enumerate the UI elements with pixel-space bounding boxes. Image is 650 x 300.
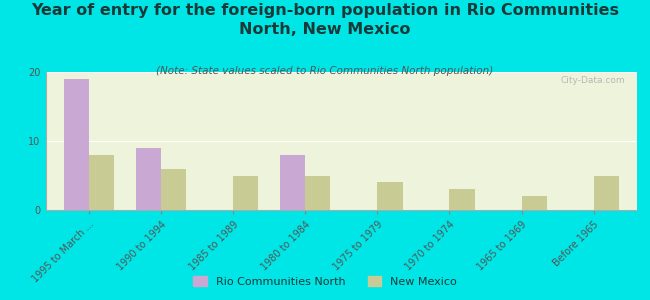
- Bar: [136, 148, 161, 210]
- Bar: [280, 155, 305, 210]
- Bar: [64, 79, 89, 210]
- Bar: [521, 196, 547, 210]
- Bar: [377, 182, 402, 210]
- Bar: [233, 176, 258, 210]
- Bar: [89, 155, 114, 210]
- Bar: [306, 176, 330, 210]
- Bar: [593, 176, 619, 210]
- Legend: Rio Communities North, New Mexico: Rio Communities North, New Mexico: [189, 272, 461, 291]
- Bar: [449, 189, 474, 210]
- Bar: [161, 169, 186, 210]
- Text: Year of entry for the foreign-born population in Rio Communities
North, New Mexi: Year of entry for the foreign-born popul…: [31, 3, 619, 37]
- Text: (Note: State values scaled to Rio Communities North population): (Note: State values scaled to Rio Commun…: [157, 66, 493, 76]
- Text: City-Data.com: City-Data.com: [560, 76, 625, 85]
